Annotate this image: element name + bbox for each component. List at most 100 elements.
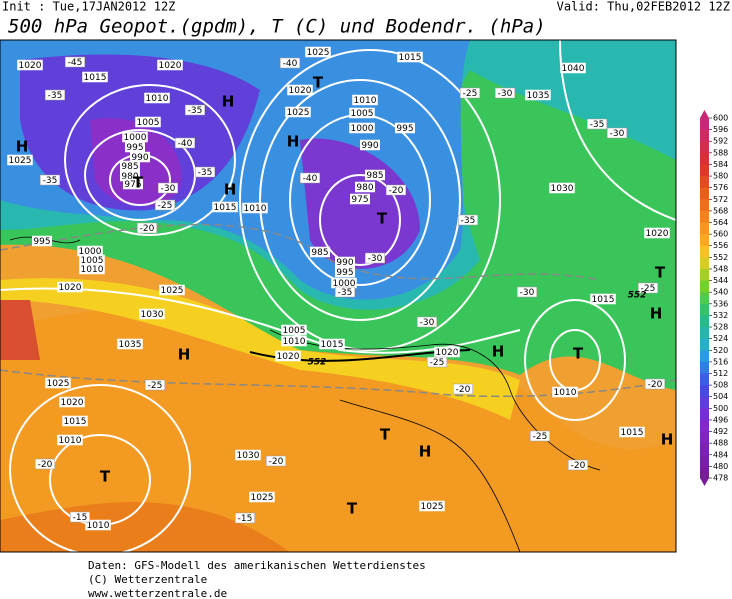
isobar-label: 1025	[421, 502, 444, 512]
isobar-label: 1000	[124, 133, 147, 143]
isobar-label: 1035	[527, 91, 550, 101]
temperature-label-box	[417, 316, 437, 328]
temperature-label-box	[638, 282, 658, 294]
temperature-label: -30	[161, 184, 176, 194]
isobar-label: 1010	[87, 521, 110, 531]
colorbar-label: 572	[713, 195, 728, 204]
temperature-label-box	[195, 166, 215, 178]
pressure-center: T	[313, 74, 324, 92]
temperature-label: -35	[43, 176, 58, 186]
isobar-label-box	[235, 449, 261, 461]
colorbar-swatch	[700, 419, 709, 433]
colorbar-swatch	[700, 210, 709, 224]
temperature-label: -35	[188, 106, 203, 116]
temperature-label-box	[645, 378, 665, 390]
isobar-label-box	[335, 266, 355, 278]
pressure-center: H	[650, 305, 663, 323]
pressure-center: H	[224, 181, 237, 199]
isobar-label: 1010	[354, 96, 377, 106]
isobar-label: 1010	[146, 94, 169, 104]
temperature-label-box	[300, 172, 320, 184]
temperature-label: -40	[283, 59, 298, 69]
temperature-label-box	[266, 455, 286, 467]
temperature-label: -35	[590, 120, 605, 130]
colorbar-swatch	[700, 396, 709, 409]
isobar-label-box	[352, 94, 378, 106]
isobar-label: 1020	[646, 229, 669, 239]
colorbar-label: 480	[713, 462, 728, 471]
isobar-label-box	[7, 154, 33, 166]
temperature-label: -25	[148, 381, 163, 391]
isobar-label-box	[281, 335, 307, 347]
pressure-center: T	[347, 500, 358, 518]
pressure-center: H	[492, 343, 505, 361]
colorbar-label: 528	[713, 323, 728, 332]
colorbar-swatch	[700, 257, 709, 270]
isobar-label: 1005	[351, 109, 374, 119]
isobar-label: 1010	[283, 337, 306, 347]
isobar-label: 980	[121, 172, 138, 182]
colorbar-swatch	[700, 268, 709, 282]
temperature-label: -45	[68, 58, 83, 68]
temperature-label-box	[280, 57, 300, 69]
temperature-label-box	[70, 511, 90, 523]
isobar-label-box	[350, 193, 370, 205]
temperature-label: -35	[48, 91, 63, 101]
isobar-label: 1015	[592, 295, 615, 305]
temperature-label: -40	[178, 139, 193, 149]
colorbar-label: 596	[713, 125, 728, 134]
pressure-center: H	[419, 443, 432, 461]
colorbar-swatch	[700, 361, 709, 374]
temperature-label-box	[65, 56, 85, 68]
isobar-label: 1025	[9, 156, 32, 166]
colorbar-label: 532	[713, 311, 728, 320]
temperature-label-box	[587, 118, 607, 130]
colorbar-swatch	[700, 292, 709, 305]
colorbar-label: 584	[713, 160, 728, 169]
colorbar-label: 520	[713, 346, 728, 355]
temperature-label: -30	[610, 129, 625, 139]
isobar-label-box	[144, 92, 170, 104]
isobar-label: 1010	[81, 265, 104, 275]
isobar-label-box	[242, 202, 268, 214]
isobar-label: 1005	[137, 118, 160, 128]
map-field: 1020101510201010100510009959909859809751…	[0, 40, 676, 552]
colorbar-label: 504	[713, 392, 728, 401]
temperature-label: -20	[269, 457, 284, 467]
colorbar-swatch	[700, 327, 709, 340]
isobar-label-box	[157, 59, 183, 71]
isobar-label: 985	[366, 171, 383, 181]
isobar-label: 1020	[61, 398, 84, 408]
isobar-label-box	[349, 107, 375, 119]
isobar-label-box	[397, 51, 423, 63]
temperature-label: -20	[648, 380, 663, 390]
isobar-label: 1020	[59, 283, 82, 293]
colorbar-swatch	[700, 443, 709, 456]
isobar-label: 1020	[159, 61, 182, 71]
isobar-label: 1025	[251, 493, 274, 503]
isobar-label: 1005	[81, 256, 104, 266]
colorbar-label: 576	[713, 183, 728, 192]
contour-552-label: 552	[628, 291, 647, 301]
isobar-label-box	[57, 281, 83, 293]
colorbar-swatch	[700, 245, 709, 258]
valid-time: Valid: Thu,02FEB2012 12Z	[557, 0, 730, 14]
isobar-label: 985	[311, 248, 328, 258]
colorbar-label: 568	[713, 206, 728, 215]
colorbar: 600 596 592 588 584 580 576 572 568 564 560 556 552 5…	[700, 110, 728, 486]
colorbar-label: 488	[713, 439, 728, 448]
temperature-label-box	[35, 458, 55, 470]
temperature-label-box	[495, 87, 515, 99]
colorbar-label: 556	[713, 241, 728, 250]
isobar-label-box	[82, 71, 108, 83]
isobar-label: 975	[351, 195, 368, 205]
isobar-label-box	[249, 491, 275, 503]
colorbar-label: 544	[713, 276, 728, 285]
colorbar-label: 580	[713, 172, 728, 181]
temperature-label-box	[386, 184, 406, 196]
isobar-label-box	[552, 386, 578, 398]
isobar-label: 1005	[283, 326, 306, 336]
isobar-label: 1025	[47, 379, 70, 389]
isobar-label: 995	[336, 268, 353, 278]
